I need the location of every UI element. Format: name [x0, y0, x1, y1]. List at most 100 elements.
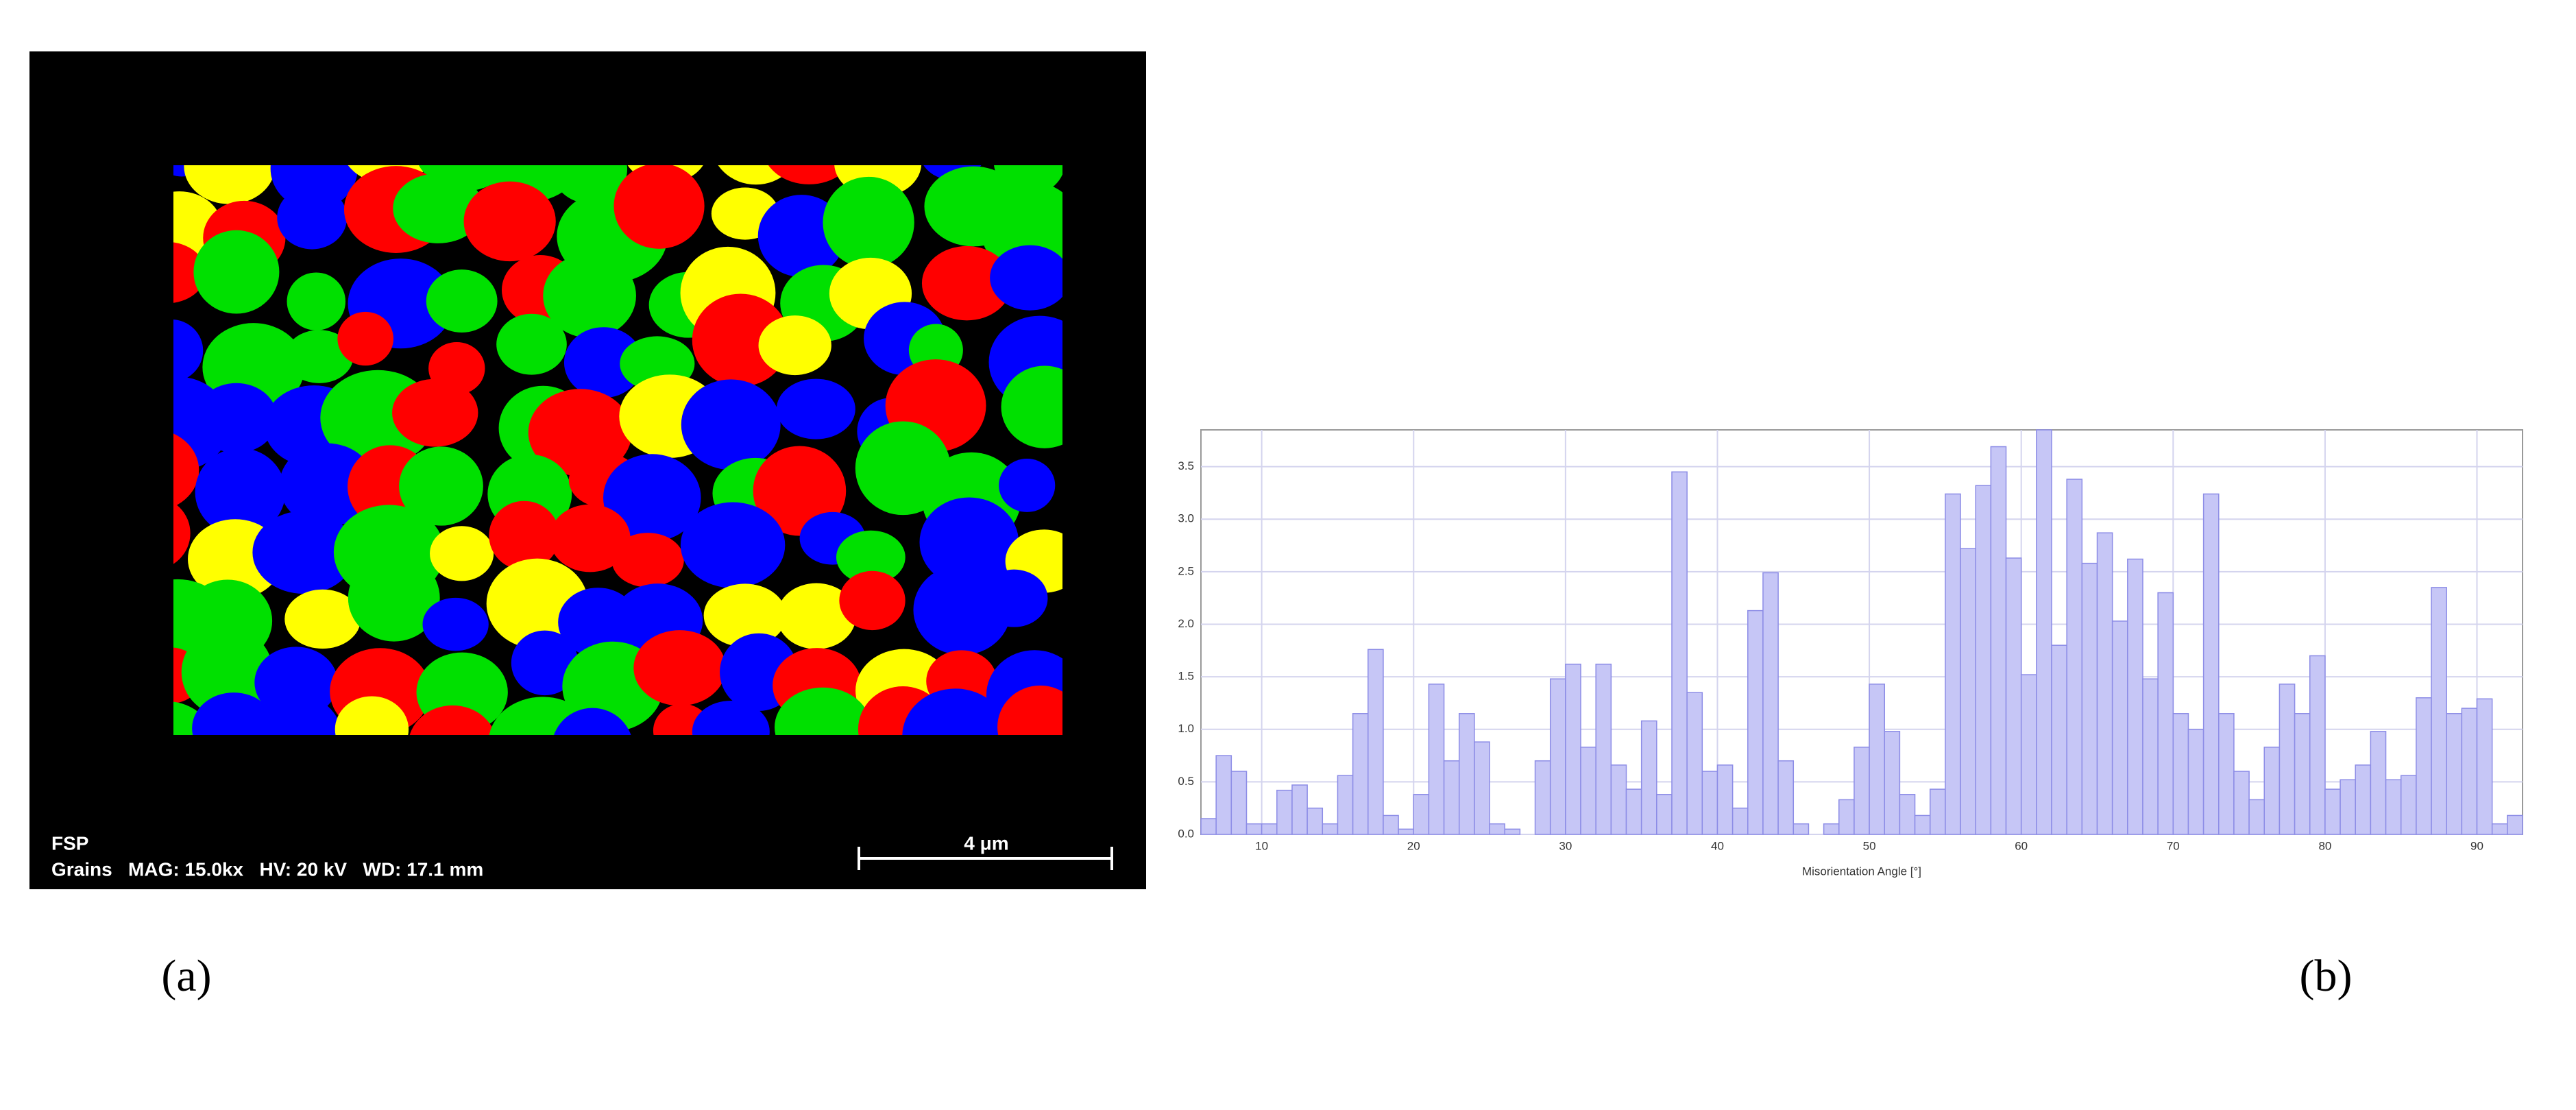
bar — [1443, 760, 1460, 835]
bar — [1610, 764, 1627, 835]
bar — [1413, 794, 1430, 835]
bar — [2385, 779, 2402, 835]
bar — [1291, 784, 1308, 835]
grain — [426, 269, 498, 333]
bar — [1215, 755, 1232, 835]
bar — [2279, 684, 2296, 835]
grain — [775, 687, 871, 735]
sem-info: Grains MAG: 15.0kx HV: 20 kV WD: 17.1 mm — [51, 858, 483, 880]
bar — [2036, 429, 2052, 835]
grain — [768, 165, 850, 184]
grain — [279, 443, 376, 527]
scale-bar-label: 4 μm — [964, 832, 1008, 854]
grain — [335, 696, 409, 735]
bar — [2507, 815, 2523, 835]
bar — [1823, 823, 1840, 835]
grain — [836, 530, 906, 584]
bar — [2355, 764, 2372, 835]
bar — [1686, 692, 1703, 835]
bar — [1246, 823, 1263, 835]
bar — [1458, 713, 1475, 835]
grain — [422, 597, 489, 651]
grain — [680, 502, 786, 588]
grain — [511, 630, 579, 696]
bar — [2218, 713, 2235, 835]
bar — [1762, 572, 1779, 835]
bar — [2187, 729, 2204, 835]
y-tick-label: 1.0 — [1178, 722, 1194, 735]
grain — [409, 705, 496, 735]
bar — [1793, 823, 1810, 835]
bar — [1671, 471, 1688, 835]
grain — [195, 448, 286, 536]
bar — [2142, 678, 2159, 835]
histogram: 0.0 0.5 1.0 1.5 2.0 2.5 3.0 3.5 10 20 30 40 50 60 70 80… — [1178, 429, 2523, 878]
grain — [681, 379, 781, 470]
x-tick-label: 20 — [1407, 839, 1420, 852]
grain — [252, 511, 356, 594]
bar — [1352, 713, 1369, 835]
grain — [776, 378, 855, 439]
bar — [2005, 557, 2022, 835]
grain — [195, 383, 278, 453]
bar — [1383, 815, 1399, 835]
bar — [2324, 788, 2341, 835]
bar — [2491, 823, 2508, 835]
grain-map — [173, 165, 1062, 735]
bar — [1716, 764, 1734, 835]
grain — [241, 692, 343, 735]
grain — [919, 497, 1019, 588]
bar — [2340, 779, 2356, 835]
bar — [1854, 747, 1870, 835]
bar — [1884, 731, 1901, 835]
bar — [2233, 771, 2250, 835]
grain — [902, 688, 1008, 735]
grain — [543, 253, 636, 338]
bar — [2400, 775, 2417, 835]
bar — [1337, 775, 1354, 835]
bar — [2202, 493, 2220, 835]
x-tick-label: 90 — [2470, 839, 2483, 852]
bar — [2309, 655, 2326, 835]
bar — [1945, 493, 1961, 835]
grain — [692, 700, 770, 735]
grain — [173, 433, 199, 507]
bar — [2020, 674, 2037, 835]
grain — [392, 378, 478, 447]
grain — [277, 186, 348, 250]
bar — [1428, 684, 1445, 835]
grain — [997, 685, 1062, 735]
bar — [2294, 713, 2311, 835]
bar — [2461, 708, 2478, 835]
bar — [1489, 823, 1505, 835]
grain — [1001, 365, 1062, 448]
grain — [703, 583, 787, 647]
bar — [2370, 731, 2387, 835]
panel-label: (b) — [2300, 951, 2353, 1001]
bar — [2416, 697, 2432, 835]
bar — [1929, 788, 1946, 835]
bar — [1625, 788, 1642, 835]
grain — [193, 230, 280, 314]
x-tick-label: 60 — [2015, 839, 2028, 852]
bar — [1474, 741, 1490, 835]
bar — [2172, 713, 2189, 835]
bar — [1595, 663, 1612, 835]
bar — [1640, 720, 1657, 835]
grain — [554, 708, 631, 735]
bar — [1960, 548, 1976, 835]
grain — [839, 570, 906, 631]
bar — [1580, 747, 1596, 835]
y-tick-label: 1.5 — [1178, 670, 1194, 683]
x-tick-label: 80 — [2318, 839, 2331, 852]
y-tick-label: 3.5 — [1178, 459, 1194, 472]
grain — [399, 446, 483, 526]
grain — [611, 533, 684, 588]
y-tick-label: 0.0 — [1178, 827, 1194, 840]
bar — [1990, 446, 2007, 835]
grain — [980, 569, 1048, 627]
bar — [2081, 562, 2098, 835]
grain — [393, 173, 484, 243]
bar — [1565, 663, 1581, 835]
